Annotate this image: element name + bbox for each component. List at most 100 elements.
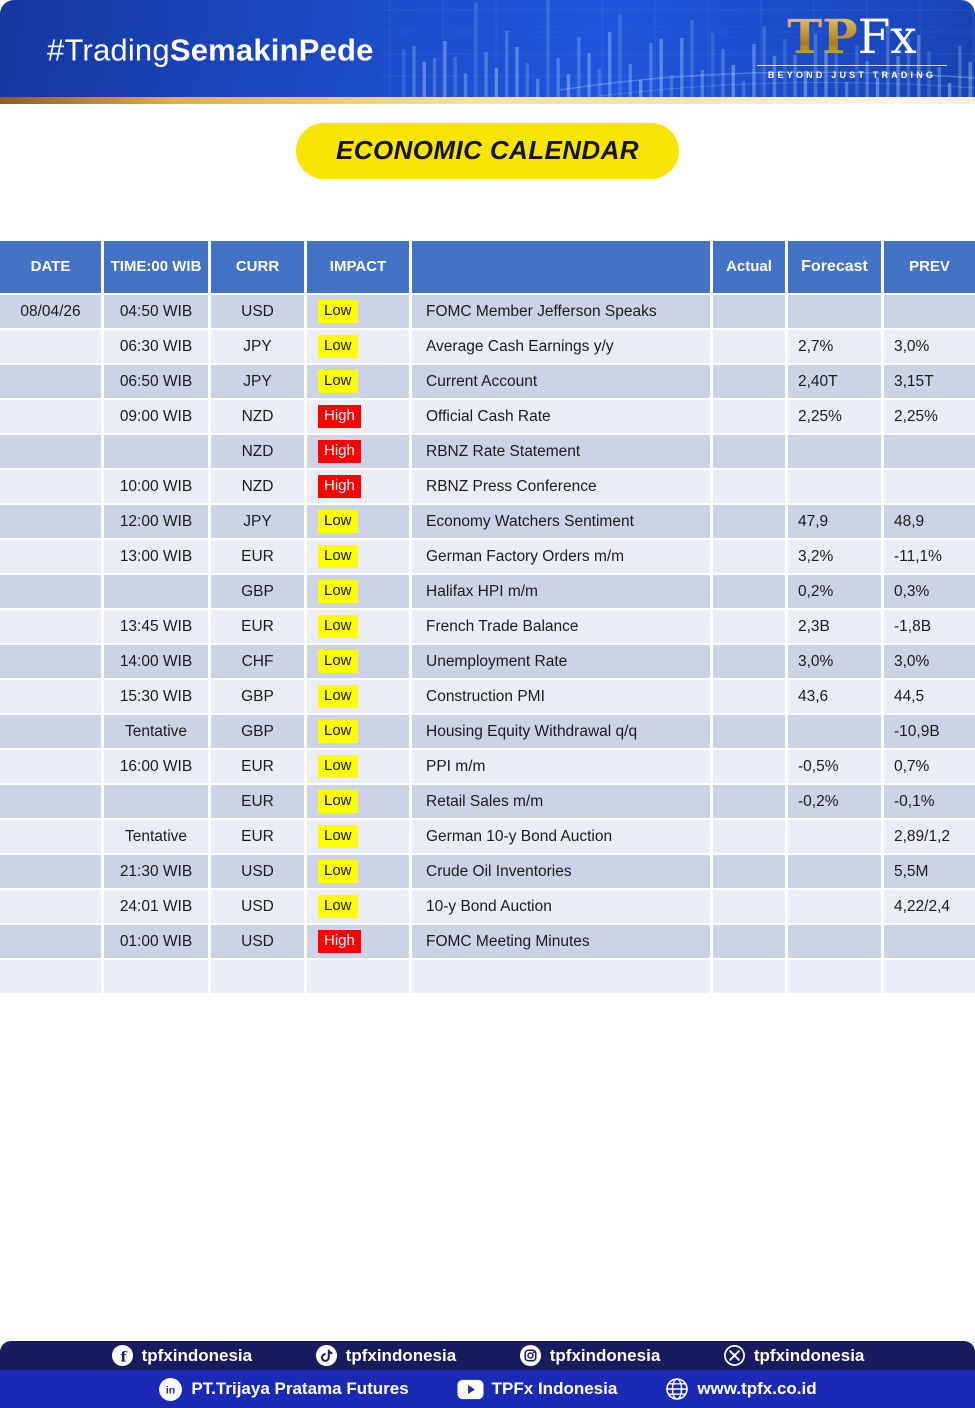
prev-cell: -0,1% [884,785,975,818]
forecast-cell: 0,2% [788,575,881,608]
curr-cell: USD [211,925,304,958]
impact-badge-high: High [318,405,361,428]
time-cell: 06:50 WIB [104,365,208,398]
social-linkedin: in PT.Trijaya Pratama Futures [158,1377,409,1402]
impact-badge-low: Low [318,545,358,568]
actual-cell [713,505,785,538]
hashtag-regular: #Trading [47,31,170,67]
prev-cell: 3,0% [884,330,975,363]
time-cell: 09:00 WIB [104,400,208,433]
actual-cell [713,610,785,643]
date-cell [0,505,101,538]
actual-cell [713,365,785,398]
event-cell: Construction PMI [412,680,710,713]
economic-calendar-table: DATE TIME:00 WIB CURR IMPACT Actual Forecast P… [0,241,975,993]
event-cell: RBNZ Rate Statement [412,435,710,468]
event-cell [412,960,710,993]
time-cell: 15:30 WIB [104,680,208,713]
curr-cell: JPY [211,365,304,398]
impact-cell: High [307,435,409,468]
curr-cell: EUR [211,610,304,643]
event-cell: 10-y Bond Auction [412,890,710,923]
time-cell [104,435,208,468]
date-cell [0,855,101,888]
actual-cell [713,680,785,713]
impact-badge-low: Low [318,650,358,673]
event-cell: FOMC Member Jefferson Speaks [412,295,710,328]
forecast-cell: -0,2% [788,785,881,818]
curr-cell: USD [211,890,304,923]
facebook-icon: f [111,1344,134,1367]
date-cell [0,575,101,608]
date-cell [0,645,101,678]
forecast-cell: 3,0% [788,645,881,678]
impact-badge-low: Low [318,790,358,813]
actual-cell [713,470,785,503]
forecast-cell [788,295,881,328]
impact-cell: Low [307,295,409,328]
date-cell [0,330,101,363]
time-cell: 01:00 WIB [104,925,208,958]
impact-cell: Low [307,750,409,783]
column-header-prev: PREV [884,241,975,293]
prev-cell: 5,5M [884,855,975,888]
impact-cell: High [307,925,409,958]
forecast-cell [788,855,881,888]
curr-cell: EUR [211,820,304,853]
date-cell [0,820,101,853]
footer: f tpfxindonesia tpfxindonesia tpfxindonesia… [0,1341,975,1408]
forecast-cell [788,960,881,993]
actual-cell [713,785,785,818]
event-cell: RBNZ Press Conference [412,470,710,503]
curr-cell: GBP [211,715,304,748]
impact-cell: Low [307,365,409,398]
forecast-cell: 2,40T [788,365,881,398]
actual-cell [713,400,785,433]
tpfx-logo: TPFx BEYOND JUST TRADING [757,14,947,80]
prev-cell: 2,89/1,2 [884,820,975,853]
instagram-icon [519,1344,542,1367]
prev-cell: 48,9 [884,505,975,538]
column-header-date: DATE [0,241,101,293]
time-cell [104,960,208,993]
date-cell [0,680,101,713]
event-cell: German 10-y Bond Auction [412,820,710,853]
date-cell [0,925,101,958]
header-banner: #TradingSemakinPede TPFx BEYOND JUST TRA… [0,0,975,97]
impact-badge-low: Low [318,615,358,638]
column-header-impact: IMPACT [307,241,409,293]
social-label: PT.Trijaya Pratama Futures [191,1379,409,1398]
logo-fx: Fx [857,10,917,65]
title-area: ECONOMIC CALENDAR [0,123,975,179]
prev-cell: -11,1% [884,540,975,573]
curr-cell [211,960,304,993]
impact-cell: Low [307,330,409,363]
svg-text:in: in [166,1385,175,1396]
event-cell: Housing Equity Withdrawal q/q [412,715,710,748]
impact-cell: High [307,400,409,433]
impact-cell: Low [307,785,409,818]
time-cell: 14:00 WIB [104,645,208,678]
event-cell: French Trade Balance [412,610,710,643]
actual-cell [713,820,785,853]
date-cell [0,435,101,468]
date-cell [0,365,101,398]
actual-cell [713,645,785,678]
curr-cell: GBP [211,680,304,713]
event-cell: Crude Oil Inventories [412,855,710,888]
date-cell [0,470,101,503]
date-cell: 08/04/26 [0,295,101,328]
x-icon [723,1344,746,1367]
impact-cell: Low [307,890,409,923]
time-cell: 04:50 WIB [104,295,208,328]
social-label: tpfxindonesia [141,1345,253,1365]
curr-cell: EUR [211,540,304,573]
impact-badge-high: High [318,475,361,498]
prev-cell [884,435,975,468]
impact-badge-high: High [318,440,361,463]
actual-cell [713,960,785,993]
actual-cell [713,575,785,608]
time-cell: Tentative [104,820,208,853]
prev-cell: 3,0% [884,645,975,678]
actual-cell [713,750,785,783]
